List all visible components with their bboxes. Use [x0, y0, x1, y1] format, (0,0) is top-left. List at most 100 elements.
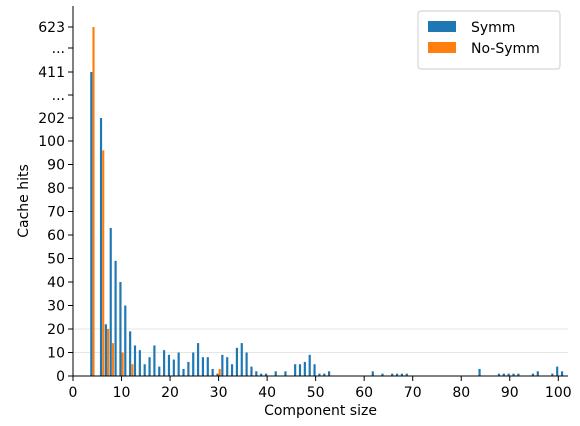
y-tick-label: ...: [52, 41, 65, 57]
x-tick-label: 10: [113, 385, 131, 401]
legend: Symm No-Symm: [417, 10, 561, 70]
bar-symm: [264, 373, 268, 376]
bar-symm: [400, 373, 403, 376]
y-tick-label: 623: [38, 20, 65, 36]
bar-symm: [551, 373, 554, 376]
bar-symm: [230, 364, 234, 376]
x-tick-label: 20: [161, 385, 179, 401]
bar-symm: [211, 368, 214, 376]
y-tick-label: 100: [38, 134, 65, 150]
bar-symm: [260, 373, 263, 376]
bar-no-symm: [106, 329, 110, 376]
bar-symm: [235, 347, 238, 376]
bar-symm: [163, 350, 166, 376]
grid-layer: [73, 328, 568, 353]
y-tick-label: 202: [38, 111, 65, 127]
y-axis-label: Cache hits: [16, 164, 32, 238]
bar-no-symm: [102, 150, 105, 376]
bar-symm: [221, 354, 224, 376]
bar-symm: [294, 364, 297, 376]
bar-symm: [187, 361, 190, 376]
bar-no-symm: [131, 364, 134, 376]
bar-symm: [308, 354, 311, 376]
legend-swatch-symm: [428, 21, 456, 32]
x-tick-label: 90: [501, 385, 519, 401]
x-tick-label: 30: [210, 385, 228, 401]
bar-symm: [536, 371, 539, 376]
bar-symm: [172, 359, 175, 376]
x-tick-label: 40: [258, 385, 276, 401]
bar-symm: [298, 364, 302, 376]
bar-symm: [497, 373, 501, 376]
bar-symm: [99, 118, 103, 376]
bar-symm: [206, 357, 209, 376]
bar-symm: [381, 373, 384, 376]
y-tick-label: 90: [47, 158, 65, 174]
bar-symm: [143, 364, 146, 376]
bar-no-symm: [218, 368, 221, 376]
bar-symm: [318, 373, 321, 376]
bar-symm: [119, 282, 122, 376]
y-tick-label: ...: [52, 88, 65, 104]
bar-symm: [226, 357, 229, 376]
y-tick-label: 10: [47, 346, 65, 362]
bar-symm: [124, 305, 127, 376]
bar-symm: [153, 345, 156, 376]
y-tick-label: 0: [56, 369, 65, 385]
x-axis-label: Component size: [264, 403, 377, 419]
bar-symm: [517, 373, 520, 376]
x-tick-label: 0: [69, 385, 78, 401]
y-tick-label: 411: [38, 65, 65, 81]
bar-symm: [138, 350, 141, 376]
bar-symm: [90, 72, 93, 376]
bar-no-symm: [92, 27, 95, 376]
bar-symm: [405, 373, 408, 376]
bar-symm: [201, 357, 205, 376]
bar-no-symm: [111, 343, 114, 376]
bar-symm: [303, 361, 306, 376]
bar-symm: [323, 373, 326, 376]
bar-symm: [177, 352, 180, 376]
bar-symm: [395, 373, 399, 376]
x-tick-label: 100: [545, 385, 572, 401]
bar-symm: [255, 371, 258, 376]
bar-symm: [502, 373, 505, 376]
bar-symm: [216, 373, 219, 376]
bar-symm: [274, 371, 277, 376]
y-tick-label: 70: [47, 205, 65, 221]
bar-symm: [250, 366, 253, 376]
bar-symm: [478, 368, 481, 376]
bar-symm: [507, 373, 510, 376]
bar-symm: [245, 352, 248, 376]
bar-symm: [129, 331, 132, 376]
x-tick-label: 80: [452, 385, 470, 401]
bar-symm: [512, 373, 515, 376]
bar-symm: [104, 324, 107, 376]
bar-symm: [328, 371, 331, 376]
bar-symm: [284, 371, 287, 376]
axes-layer: 0 10 20 30 40 50 60 70 80 90 100 0 10 20 30 40 50 60 70 80 9…: [16, 6, 572, 419]
legend-swatch-no-symm: [428, 42, 456, 53]
y-tick-label: 40: [47, 275, 65, 291]
bar-symm: [240, 343, 243, 376]
bar-symm: [167, 354, 171, 376]
y-tick-label: 60: [47, 228, 65, 244]
y-tick-label: 80: [47, 181, 65, 197]
bar-symm: [531, 373, 535, 376]
bar-no-symm: [121, 352, 124, 376]
bar-symm: [560, 371, 564, 376]
legend-label-no-symm: No-Symm: [471, 41, 540, 57]
bar-symm: [556, 366, 559, 376]
y-tick-label: 30: [47, 299, 65, 315]
y-tick-label: 20: [47, 322, 65, 338]
bar-symm: [158, 366, 161, 376]
bar-symm: [109, 227, 112, 376]
bar-symm: [133, 345, 137, 376]
bar-symm: [114, 260, 117, 376]
bar-symm: [182, 368, 185, 376]
bar-symm: [196, 343, 200, 376]
bars-layer: [90, 27, 564, 376]
x-tick-label: 50: [307, 385, 325, 401]
